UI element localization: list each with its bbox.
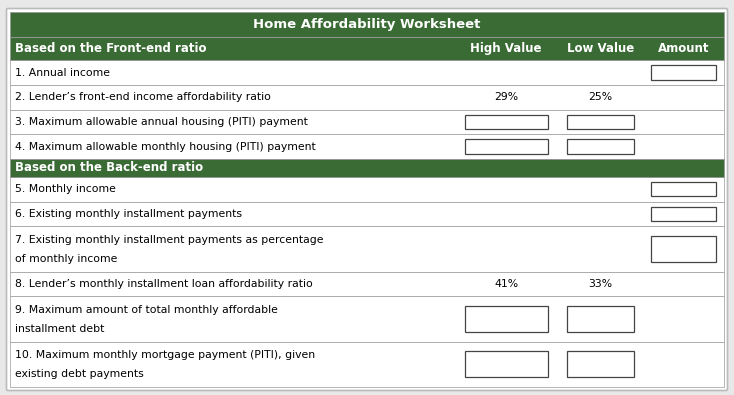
Text: 33%: 33% <box>589 279 613 289</box>
Bar <box>10 272 724 296</box>
Bar <box>465 115 548 129</box>
Bar <box>10 37 724 60</box>
Bar <box>465 306 548 332</box>
Bar <box>10 109 724 134</box>
Bar <box>10 201 724 226</box>
Bar <box>567 306 634 332</box>
Bar <box>10 177 724 201</box>
Text: Based on the Front-end ratio: Based on the Front-end ratio <box>15 42 206 55</box>
Text: 7. Existing monthly installment payments as percentage: 7. Existing monthly installment payments… <box>15 235 324 245</box>
Bar <box>567 115 634 129</box>
Bar <box>10 342 724 387</box>
Text: existing debt payments: existing debt payments <box>15 369 144 379</box>
Text: Home Affordability Worksheet: Home Affordability Worksheet <box>253 18 481 31</box>
Bar <box>567 139 634 154</box>
Bar <box>465 139 548 154</box>
Text: 2. Lender’s front-end income affordability ratio: 2. Lender’s front-end income affordabili… <box>15 92 271 102</box>
Text: 8. Lender’s monthly installment loan affordability ratio: 8. Lender’s monthly installment loan aff… <box>15 279 313 289</box>
Bar <box>10 60 724 85</box>
Text: 1. Annual income: 1. Annual income <box>15 68 110 78</box>
Text: 41%: 41% <box>494 279 518 289</box>
Bar <box>10 12 724 37</box>
Text: 10. Maximum monthly mortgage payment (PITI), given: 10. Maximum monthly mortgage payment (PI… <box>15 350 315 360</box>
Text: Based on the Back-end ratio: Based on the Back-end ratio <box>15 162 203 175</box>
Bar <box>10 85 724 109</box>
Bar <box>465 351 548 378</box>
Bar <box>651 182 716 196</box>
Bar <box>567 351 634 378</box>
Text: 25%: 25% <box>589 92 613 102</box>
Text: Low Value: Low Value <box>567 42 634 55</box>
Text: Amount: Amount <box>658 42 709 55</box>
Text: High Value: High Value <box>470 42 542 55</box>
Bar <box>651 66 716 80</box>
Bar <box>651 207 716 221</box>
Text: installment debt: installment debt <box>15 324 104 334</box>
Text: 4. Maximum allowable monthly housing (PITI) payment: 4. Maximum allowable monthly housing (PI… <box>15 141 316 152</box>
Bar <box>10 159 724 177</box>
Text: 29%: 29% <box>494 92 518 102</box>
Bar <box>10 226 724 272</box>
Text: 6. Existing monthly installment payments: 6. Existing monthly installment payments <box>15 209 242 219</box>
Text: 5. Monthly income: 5. Monthly income <box>15 184 116 194</box>
Text: of monthly income: of monthly income <box>15 254 117 264</box>
Text: 3. Maximum allowable annual housing (PITI) payment: 3. Maximum allowable annual housing (PIT… <box>15 117 308 127</box>
FancyBboxPatch shape <box>7 9 727 391</box>
Bar <box>10 296 724 342</box>
Text: 9. Maximum amount of total monthly affordable: 9. Maximum amount of total monthly affor… <box>15 305 278 315</box>
Bar <box>651 236 716 262</box>
Bar <box>10 134 724 159</box>
